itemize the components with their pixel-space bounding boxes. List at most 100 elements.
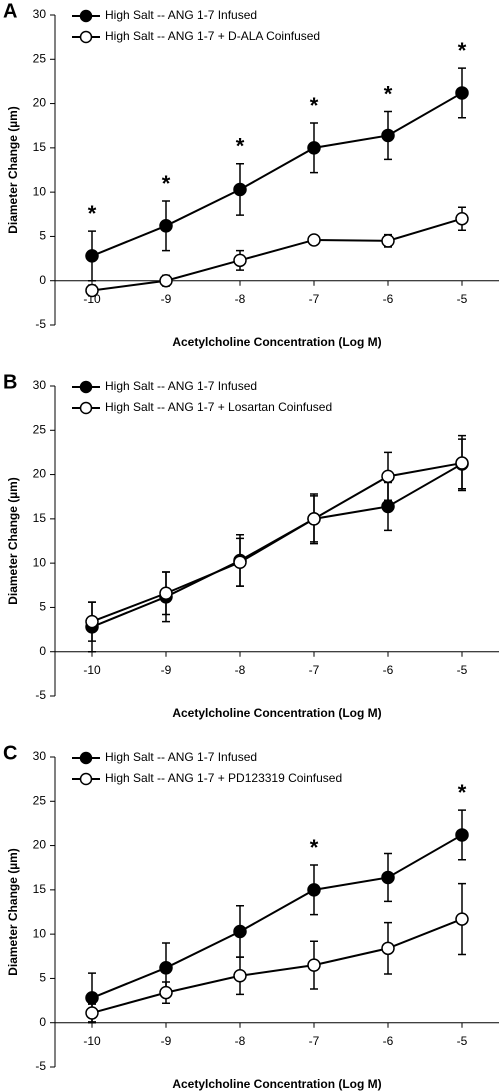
legend-marker xyxy=(79,380,93,394)
y-tick-label: 15 xyxy=(33,882,47,896)
marker xyxy=(307,883,321,897)
marker xyxy=(307,141,321,155)
x-axis-title: Acetylcholine Concentration (Log M) xyxy=(172,706,381,720)
marker xyxy=(85,1006,99,1020)
legend-label: High Salt -- ANG 1-7 + D-ALA Coinfused xyxy=(105,29,320,43)
y-tick-label: 20 xyxy=(33,467,47,481)
y-tick-label: 30 xyxy=(33,378,47,392)
y-axis-title: Diameter Change (µm) xyxy=(6,848,20,976)
x-tick-label: -6 xyxy=(383,292,394,306)
x-axis-title: Acetylcholine Concentration (Log M) xyxy=(172,335,381,349)
x-tick-label: -10 xyxy=(83,1034,101,1048)
legend-marker xyxy=(79,401,93,415)
marker xyxy=(455,828,469,842)
marker xyxy=(159,273,173,288)
panel-label: C xyxy=(3,742,17,764)
panel: C -5 0 5 10 15 20 25 30 -10 -9 -8 -7 -6 -5 Acetylcholin… xyxy=(3,742,499,1091)
x-tick-label: -7 xyxy=(309,292,320,306)
series-line xyxy=(91,92,463,257)
y-tick-label: -5 xyxy=(35,1059,46,1073)
y-tick-label: 20 xyxy=(33,96,47,110)
marker xyxy=(381,499,395,514)
panel-label: A xyxy=(3,0,17,22)
legend-label: High Salt -- ANG 1-7 Infused xyxy=(105,8,257,22)
y-tick-label: -5 xyxy=(35,317,46,331)
x-tick-label: -6 xyxy=(383,663,394,677)
series-line xyxy=(91,217,463,292)
significance-marker: * xyxy=(310,93,319,118)
panel: B -5 0 5 10 15 20 25 30 -10 -9 -8 -7 -6 -5 Acetylcholin… xyxy=(3,371,499,720)
x-tick-label: -8 xyxy=(235,663,246,677)
y-axis-title: Diameter Change (µm) xyxy=(6,477,20,605)
marker xyxy=(381,128,395,143)
marker xyxy=(381,469,395,484)
significance-marker: * xyxy=(310,835,319,860)
legend-marker xyxy=(79,751,93,765)
series-line xyxy=(91,463,463,628)
significance-marker: * xyxy=(458,38,467,63)
y-tick-label: 15 xyxy=(33,140,47,154)
legend-marker xyxy=(79,9,93,23)
x-tick-label: -5 xyxy=(457,663,468,677)
x-tick-label: -7 xyxy=(309,663,320,677)
series-line xyxy=(91,462,463,623)
x-tick-label: -8 xyxy=(235,1034,246,1048)
x-tick-label: -5 xyxy=(457,292,468,306)
legend-label: High Salt -- ANG 1-7 + Losartan Coinfuse… xyxy=(105,400,332,414)
y-axis-title: Diameter Change (µm) xyxy=(6,106,20,234)
x-tick-label: -6 xyxy=(383,1034,394,1048)
marker xyxy=(233,969,247,983)
y-tick-label: 0 xyxy=(39,644,46,658)
x-tick-label: -9 xyxy=(161,1034,172,1048)
x-axis-title: Acetylcholine Concentration (Log M) xyxy=(172,1077,381,1091)
legend-label: High Salt -- ANG 1-7 Infused xyxy=(105,750,257,764)
y-tick-label: 30 xyxy=(33,749,47,763)
marker xyxy=(455,912,469,926)
marker xyxy=(85,249,99,263)
significance-marker: * xyxy=(236,134,245,159)
series-line xyxy=(91,918,463,1014)
y-tick-label: 5 xyxy=(39,229,46,243)
legend-marker xyxy=(79,30,93,44)
y-tick-label: 20 xyxy=(33,838,47,852)
marker xyxy=(455,86,469,100)
marker xyxy=(381,234,395,248)
panel-label: B xyxy=(3,371,17,393)
marker xyxy=(307,958,321,972)
x-tick-label: -9 xyxy=(161,292,172,306)
marker xyxy=(159,586,173,601)
y-tick-label: 5 xyxy=(39,971,46,985)
y-tick-label: 0 xyxy=(39,1015,46,1029)
marker xyxy=(159,219,173,233)
marker xyxy=(85,283,99,298)
y-tick-label: 30 xyxy=(33,7,47,21)
marker xyxy=(85,991,99,1005)
y-tick-label: 25 xyxy=(33,793,47,807)
marker xyxy=(307,233,321,247)
legend-label: High Salt -- ANG 1-7 Infused xyxy=(105,379,257,393)
marker xyxy=(233,555,247,570)
significance-marker: * xyxy=(458,780,467,805)
y-tick-label: 10 xyxy=(33,926,47,940)
marker xyxy=(233,253,247,268)
legend-label: High Salt -- ANG 1-7 + PD123319 Coinfuse… xyxy=(105,771,342,785)
marker xyxy=(159,961,173,975)
significance-marker: * xyxy=(88,201,97,226)
y-tick-label: 25 xyxy=(33,422,47,436)
marker xyxy=(159,985,173,1000)
y-tick-label: -5 xyxy=(35,688,46,702)
y-tick-label: 10 xyxy=(33,184,47,198)
legend-marker xyxy=(79,772,93,786)
x-tick-label: -8 xyxy=(235,292,246,306)
significance-marker: * xyxy=(384,81,393,106)
marker xyxy=(381,941,395,956)
marker xyxy=(307,512,321,526)
y-tick-label: 0 xyxy=(39,273,46,287)
significance-marker: * xyxy=(162,171,171,196)
x-tick-label: -7 xyxy=(309,1034,320,1048)
y-tick-label: 5 xyxy=(39,600,46,614)
marker xyxy=(233,924,247,939)
x-tick-label: -5 xyxy=(457,1034,468,1048)
